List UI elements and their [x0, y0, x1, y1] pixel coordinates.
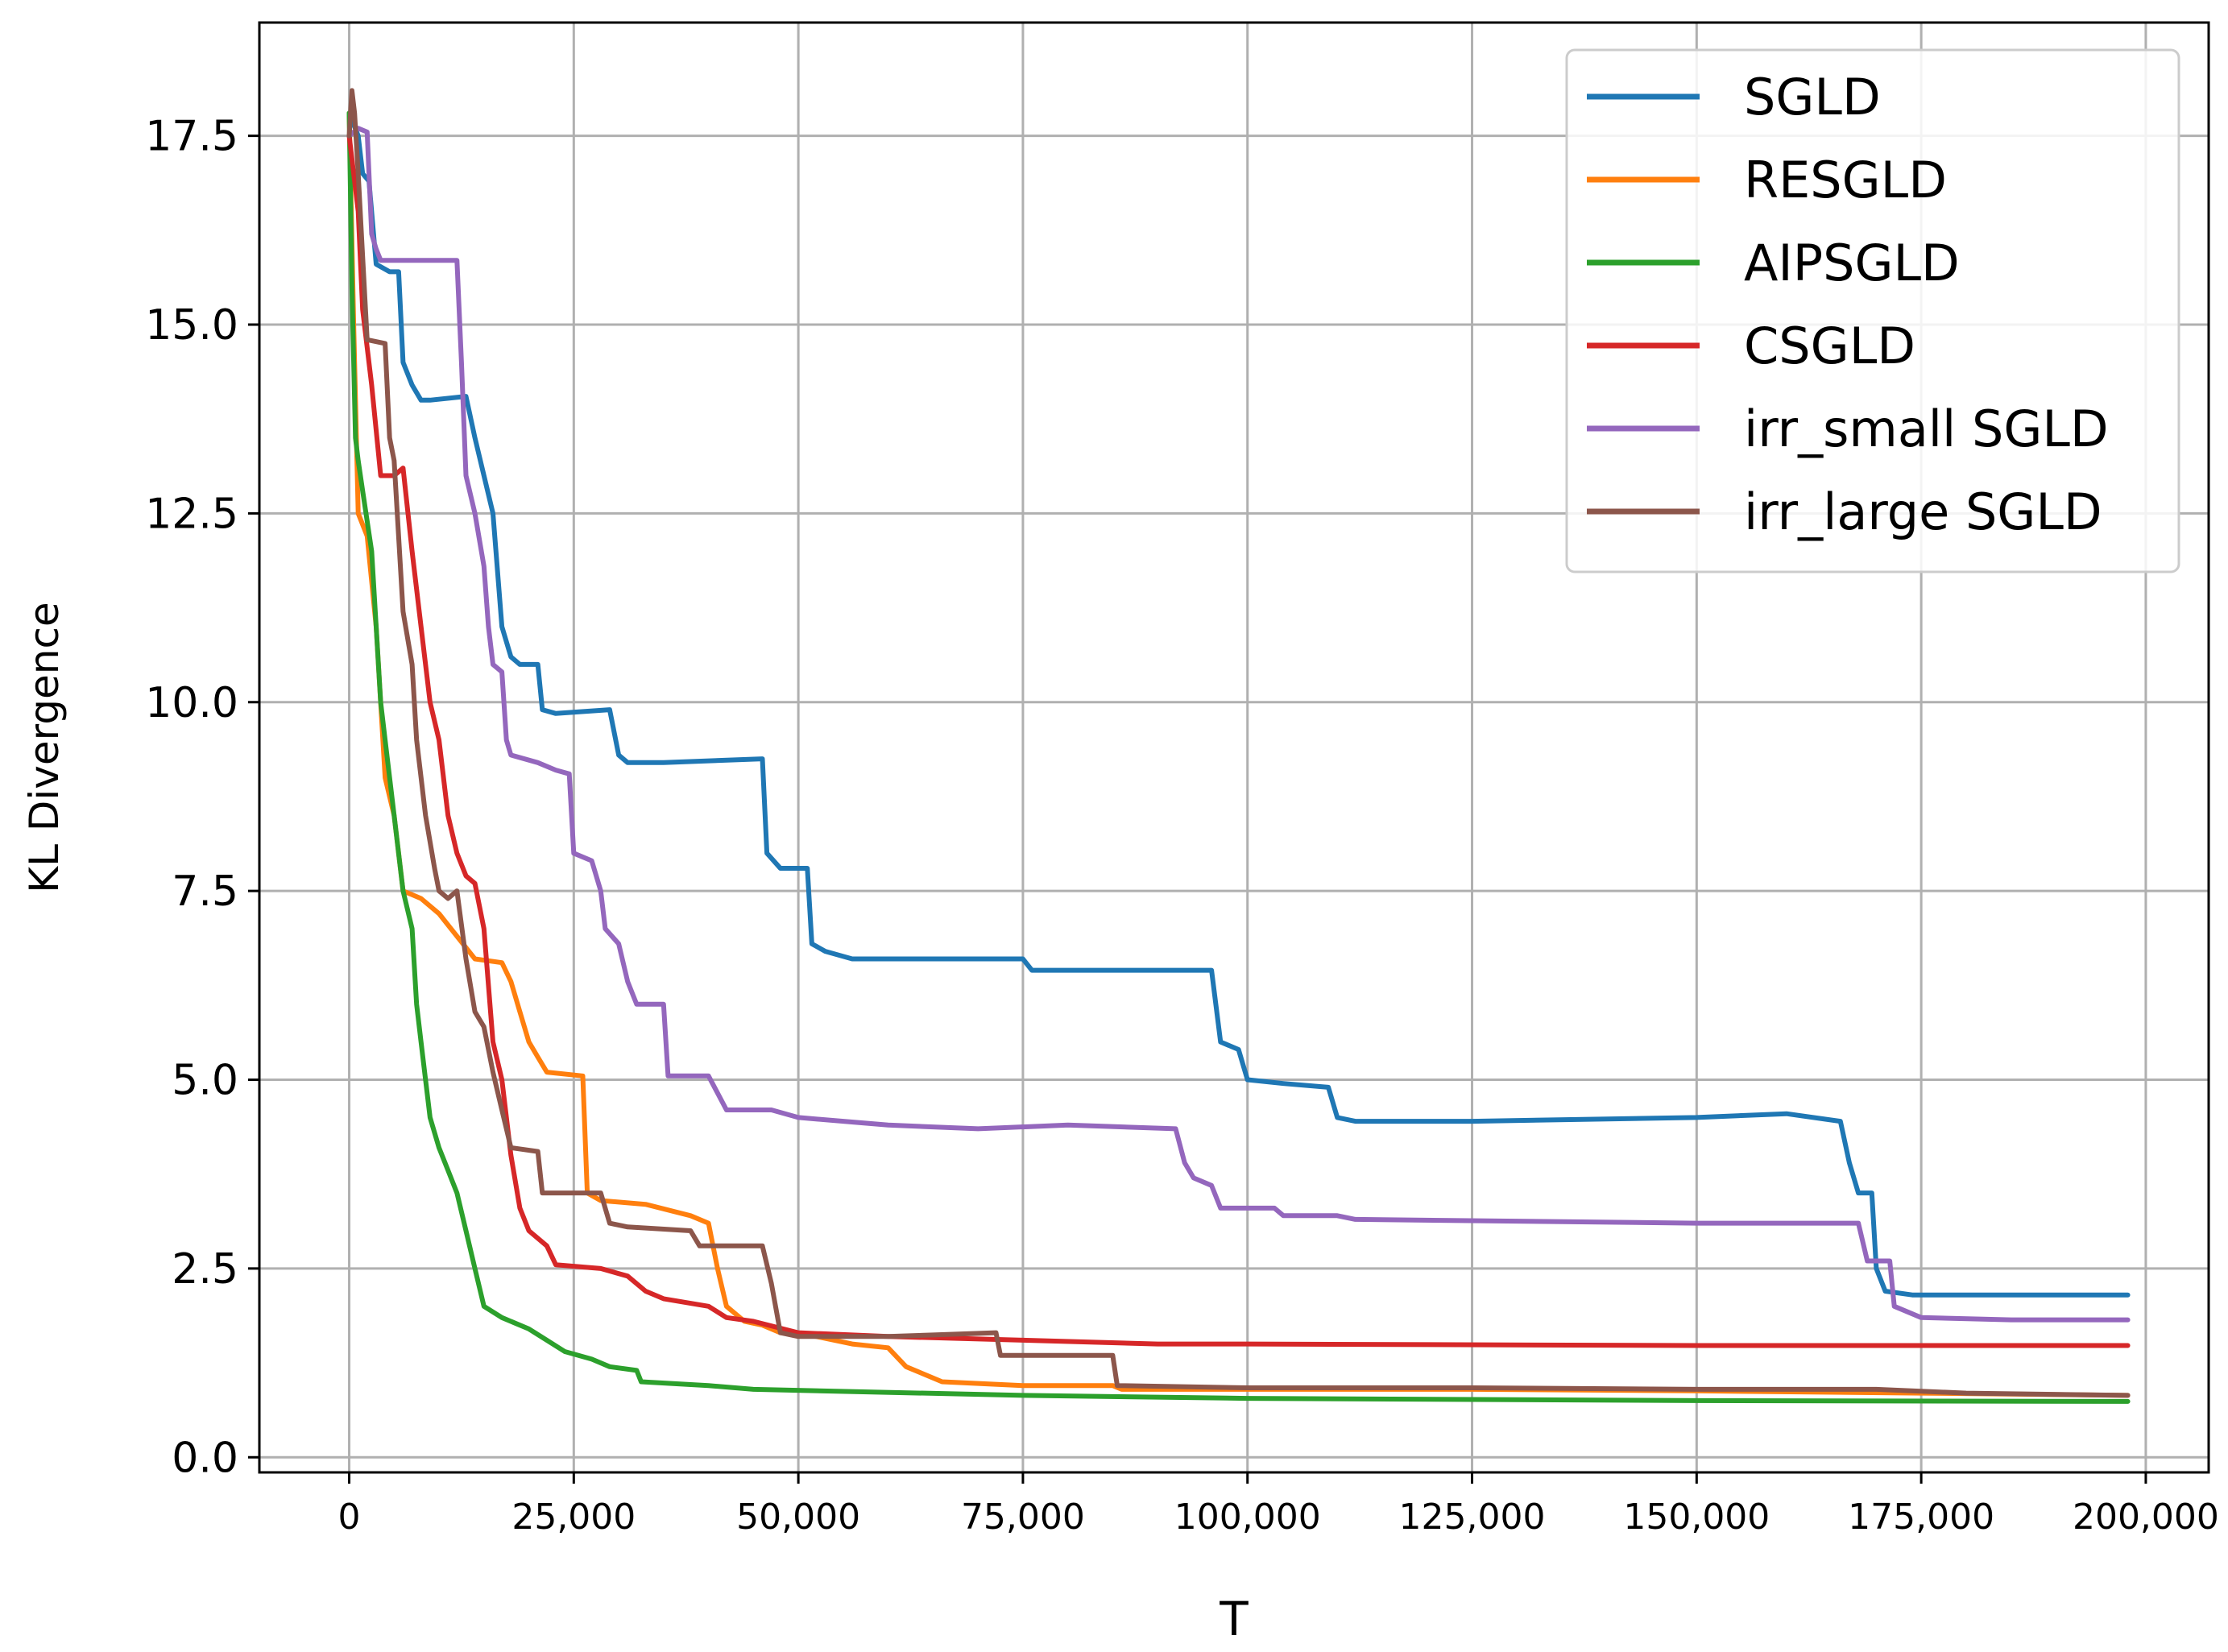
y-tick-label: 2.5: [172, 1245, 238, 1294]
legend-label-aipsgld: AIPSGLD: [1744, 234, 1960, 292]
y-tick-label: 10.0: [145, 679, 238, 727]
series-line-irr-small-sgld: [346, 126, 2131, 1323]
series-line-aipsgld: [346, 110, 2131, 1404]
legend-box: [1565, 48, 2180, 573]
x-tick-label: 0: [338, 1497, 361, 1538]
axis-ticks: 0 25,000 50,000 75,000 100,000 125,000 150,000…: [145, 113, 2219, 1538]
x-tick-label: 25,000: [511, 1497, 636, 1538]
legend: SGLD RESGLD AIPSGLD CSGLD irr_small SGLD irr_…: [1565, 48, 2180, 573]
y-tick-label: 5.0: [172, 1057, 238, 1105]
legend-label-sgld: SGLD: [1744, 68, 1881, 126]
legend-label-resgld: RESGLD: [1744, 151, 1947, 209]
x-tick-label: 150,000: [1623, 1497, 1770, 1538]
y-tick-label: 0.0: [172, 1434, 238, 1482]
x-tick-label: 100,000: [1174, 1497, 1321, 1538]
x-tick-label: 50,000: [736, 1497, 860, 1538]
plot-frame: [258, 21, 2210, 1474]
legend-label-csgld: CSGLD: [1744, 317, 1915, 375]
series-line-sgld: [346, 110, 2131, 1298]
x-axis-label: T: [1219, 1592, 1249, 1646]
legend-label-irr-large-sgld: irr_large SGLD: [1744, 482, 2102, 541]
series-lines: [346, 88, 2131, 1404]
x-tick-label: 125,000: [1399, 1497, 1546, 1538]
x-tick-label: 175,000: [1848, 1497, 1994, 1538]
y-tick-label: 17.5: [145, 113, 238, 161]
y-tick-label: 15.0: [145, 301, 238, 350]
x-tick-label: 75,000: [961, 1497, 1085, 1538]
legend-label-irr-small-sgld: irr_small SGLD: [1744, 400, 2109, 458]
series-line-irr-large-sgld: [346, 88, 2131, 1398]
series-line-csgld: [346, 133, 2131, 1348]
x-tick-label: 200,000: [2073, 1497, 2219, 1538]
y-axis-label: KL Divergence: [21, 602, 68, 892]
y-tick-label: 7.5: [172, 867, 238, 916]
y-tick-label: 12.5: [145, 490, 238, 538]
